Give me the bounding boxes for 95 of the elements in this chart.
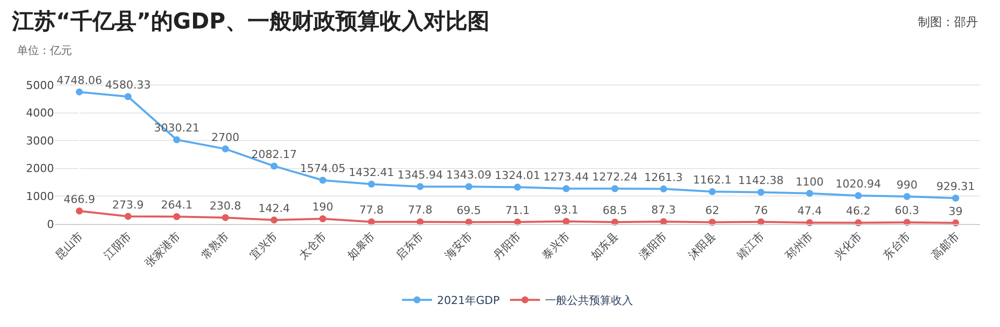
x-tick-label: 东台市	[880, 230, 913, 262]
data-label: 68.5	[602, 204, 628, 217]
data-label: 69.5	[456, 204, 482, 217]
x-tick-label: 高邮市	[929, 230, 962, 262]
data-label: 2700	[211, 130, 240, 144]
data-label: 1142.38	[738, 174, 784, 188]
x-tick-label: 江阴市	[102, 230, 134, 262]
point	[708, 188, 716, 196]
data-label: 1261.3	[644, 170, 683, 184]
x-tick-label: 海安市	[442, 230, 475, 262]
data-label: 190	[312, 200, 334, 214]
point	[465, 183, 472, 190]
y-tick-label: 2000	[26, 162, 54, 176]
x-tick-label: 靖江市	[734, 230, 767, 262]
data-label: 93.1	[554, 203, 578, 216]
data-label: 77.8	[408, 204, 432, 217]
chart-title: 江苏“千亿县”的GDP、一般财政预算收入对比图	[11, 9, 490, 34]
data-label: 1343.09	[446, 168, 492, 182]
x-tick-label: 丹阳市	[490, 230, 524, 262]
y-tick-label: 5000	[26, 78, 54, 92]
data-label: 46.2	[846, 204, 871, 218]
x-tick-label: 常熟市	[198, 230, 232, 262]
y-tick-label: 3000	[26, 134, 54, 148]
point	[173, 136, 180, 144]
data-label: 466.9	[64, 192, 96, 206]
data-label: 1100	[796, 175, 824, 188]
data-label: 4580.33	[105, 78, 151, 92]
point	[270, 216, 278, 224]
point	[514, 218, 521, 226]
y-tick-label: 0	[47, 218, 54, 231]
data-label: 87.3	[651, 203, 676, 216]
point	[806, 190, 814, 197]
data-label: 77.8	[359, 204, 384, 217]
data-label: 990	[896, 178, 918, 192]
point	[76, 88, 83, 96]
data-label: 62	[705, 204, 720, 218]
point	[76, 208, 83, 215]
data-label: 1432.41	[348, 166, 394, 180]
x-tick-label: 如皋市	[344, 230, 378, 262]
data-label: 1324.01	[494, 169, 540, 182]
legend-label: 一般公共预算收入	[544, 294, 633, 308]
point	[222, 145, 229, 152]
point	[319, 176, 326, 184]
data-label: 60.3	[894, 204, 920, 218]
x-tick-label: 泰兴市	[540, 230, 572, 262]
point	[368, 180, 375, 188]
data-label: 1574.05	[300, 162, 346, 176]
y-tick-label: 4000	[26, 106, 54, 120]
x-tick-label: 昆山市	[52, 230, 86, 262]
x-tick-label: 张家港市	[142, 230, 183, 270]
point	[124, 212, 132, 220]
data-label: 47.4	[797, 204, 822, 218]
data-label: 2082.17	[251, 148, 297, 161]
point	[562, 185, 570, 192]
x-tick-label: 宜兴市	[248, 230, 280, 262]
point	[562, 218, 570, 225]
point	[854, 192, 862, 200]
x-tick-label: 沭阳县	[686, 230, 718, 262]
point	[222, 214, 229, 222]
data-label: 273.9	[112, 198, 144, 212]
y-tick-label: 1000	[26, 190, 54, 204]
data-label: 929.31	[936, 180, 975, 194]
data-label: 230.8	[210, 199, 242, 212]
data-label: 1273.44	[543, 170, 589, 184]
text: 制图：邵丹	[918, 15, 978, 29]
chart-subtitle: 单位：亿元	[17, 44, 72, 57]
x-tick-label: 太仓市	[296, 230, 329, 262]
data-label: 264.1	[160, 198, 192, 212]
point	[660, 218, 668, 226]
data-label: 1345.94	[397, 168, 443, 182]
point	[270, 162, 278, 170]
data-label: 39	[948, 204, 963, 218]
data-label: 1162.1	[692, 174, 732, 187]
x-tick-label: 兴化市	[832, 230, 864, 262]
point	[173, 213, 180, 220]
data-label: 4748.06	[56, 74, 102, 87]
data-label: 142.4	[258, 202, 290, 215]
point	[660, 185, 668, 192]
data-label: 1020.94	[836, 177, 882, 190]
point	[319, 215, 326, 222]
point	[757, 188, 764, 196]
legend-label: 2021年GDP	[437, 294, 500, 308]
x-tick-label: 邳州市	[783, 230, 816, 262]
x-tick-label: 如东县	[588, 230, 621, 262]
data-label: 71.1	[505, 204, 530, 217]
x-tick-label: 启东市	[394, 230, 426, 262]
data-label: 76	[754, 204, 768, 217]
point	[124, 93, 132, 100]
point	[952, 194, 960, 202]
data-label: 1272.24	[592, 170, 638, 184]
x-tick-label: 溧阳市	[637, 230, 670, 262]
point	[903, 192, 910, 200]
point	[611, 185, 618, 192]
point	[514, 184, 521, 191]
point	[416, 183, 424, 190]
